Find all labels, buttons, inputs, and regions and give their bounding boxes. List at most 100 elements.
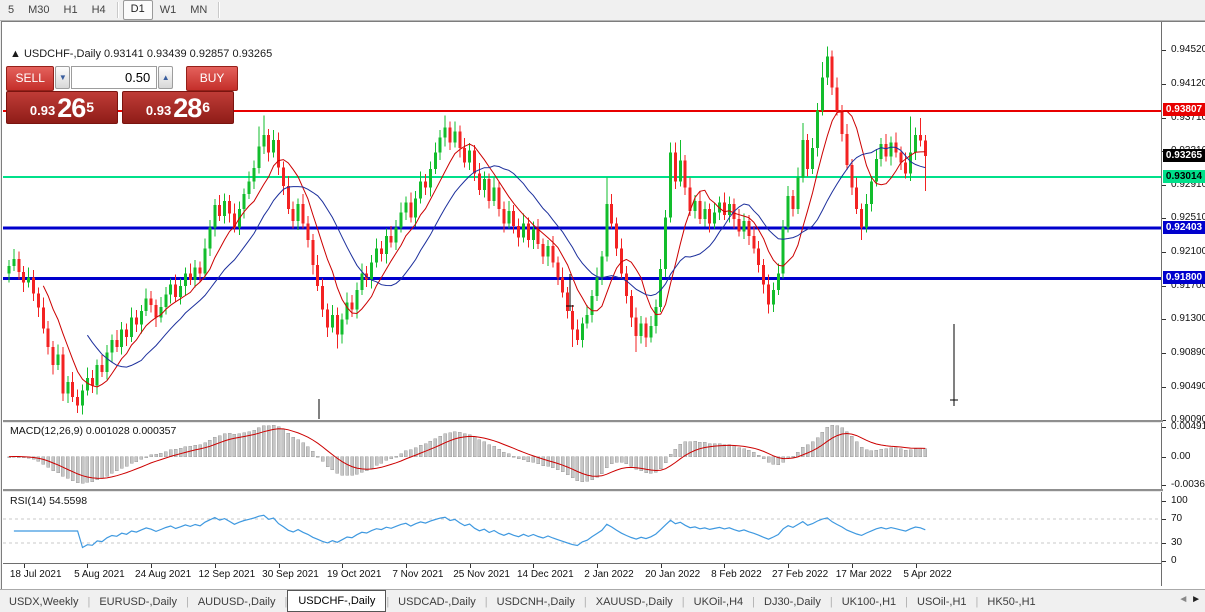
price-tick-label: 0.92100	[1171, 246, 1205, 258]
macd-histogram-bar	[703, 442, 707, 457]
chart-tab-hk50[interactable]: HK50-,H1	[987, 595, 1036, 608]
price-axis[interactable]: 0.945200.941200.937100.933100.929100.925…	[1161, 22, 1205, 586]
tab-scroll-left-icon[interactable]: ◄	[1178, 594, 1189, 605]
timeframe-button-h4[interactable]: H4	[91, 4, 106, 16]
collapse-panel-icon[interactable]: ▲	[10, 48, 21, 60]
macd-chart[interactable]	[3, 422, 1163, 489]
chart-tab-uk100[interactable]: UK100-,H1	[841, 595, 897, 608]
macd-histogram-bar	[487, 444, 491, 457]
macd-histogram-bar	[761, 456, 766, 459]
macd-histogram-bar	[110, 456, 114, 474]
chart-tab-audusd[interactable]: AUDUSD-,Daily	[197, 595, 276, 608]
date-tick	[851, 564, 853, 568]
candle-down	[134, 317, 138, 325]
candle-up	[272, 139, 276, 153]
candlestick-chart[interactable]	[3, 23, 1163, 420]
chart-ohlc-values: 0.93141 0.93439 0.92857 0.93265	[104, 48, 273, 60]
timeframe-button-d1[interactable]: D1	[122, 0, 153, 20]
chart-tab-usdchf[interactable]: USDCHF-,Daily	[287, 589, 387, 612]
chart-tab-usdcad[interactable]: USDCAD-,Daily	[398, 595, 476, 608]
candle-down	[556, 262, 560, 278]
candle-down	[321, 285, 325, 310]
chart-tab-xauusd[interactable]: XAUUSD-,Daily	[595, 595, 673, 608]
date-axis[interactable]: 18 Jul 2021 5 Aug 2021 24 Aug 2021 12 Sep 2…	[3, 563, 1163, 588]
candle-up	[223, 200, 227, 216]
tab-scroll-right-icon[interactable]: ►	[1191, 594, 1201, 605]
volume-input[interactable]	[71, 66, 158, 89]
candle-down	[502, 209, 506, 224]
chart-tab-eurusd[interactable]: EURUSD-,Daily	[99, 595, 177, 608]
date-tick-label: 8 Feb 2022	[711, 569, 762, 580]
sell-button[interactable]: SELL	[6, 66, 55, 91]
sell-price-display[interactable]: 0.93 26 5	[6, 91, 118, 124]
timeframe-button-mn[interactable]: MN	[190, 4, 208, 16]
macd-histogram-bar	[546, 456, 550, 467]
chart-tab-dj30[interactable]: DJ30-,Daily	[764, 595, 821, 608]
candle-down	[708, 209, 712, 224]
macd-histogram-bar	[90, 456, 95, 482]
macd-histogram-bar	[737, 447, 741, 457]
buy-button[interactable]: BUY	[186, 66, 238, 91]
macd-histogram-bar	[835, 425, 839, 457]
macd-histogram-bar	[266, 425, 271, 457]
candle-down	[575, 329, 579, 341]
timeframe-button-m30[interactable]: M30	[28, 4, 50, 16]
macd-histogram-bar	[374, 456, 379, 466]
timeframe-button-5[interactable]: 5	[8, 4, 15, 16]
candle-up	[438, 137, 442, 153]
candle-up	[169, 284, 173, 295]
panel-splitter[interactable]	[3, 420, 1163, 423]
macd-histogram-bar	[262, 425, 266, 457]
panel-splitter-2[interactable]	[3, 489, 1163, 492]
buy-price-display[interactable]: 0.93 28 6	[122, 91, 234, 124]
axis-tick	[1162, 83, 1166, 85]
candle-up	[183, 273, 187, 286]
chart-tab-usdcnh[interactable]: USDCNH-,Daily	[496, 595, 575, 608]
volume-decrease-button[interactable]: ▼	[55, 66, 71, 89]
volume-increase-button[interactable]: ▲	[158, 66, 174, 89]
axis-tick	[1162, 285, 1166, 287]
macd-histogram-bar	[134, 456, 139, 462]
date-tick	[278, 564, 280, 568]
axis-tick	[1162, 485, 1166, 486]
chart-tab-ukoil[interactable]: UKOil-,H4	[693, 595, 744, 608]
chart-tab-usoil[interactable]: USOil-,H1	[917, 595, 967, 608]
candle-down	[566, 292, 570, 311]
chart-tab-usdx[interactable]: USDX,Weekly	[9, 595, 79, 608]
macd-histogram-bar	[874, 450, 879, 457]
macd-histogram-bar	[693, 440, 697, 457]
candle-up	[443, 127, 447, 138]
candle-up	[164, 294, 168, 307]
macd-histogram-bar	[222, 433, 227, 457]
candle-up	[179, 285, 182, 297]
macd-histogram-bar	[658, 456, 663, 470]
macd-histogram-bar	[859, 446, 864, 457]
macd-histogram-bar	[115, 456, 119, 472]
candle-up	[262, 134, 266, 147]
candle-down	[673, 152, 677, 182]
macd-histogram-bar	[707, 443, 712, 457]
candle-up	[360, 273, 364, 291]
timeframe-button-w1[interactable]: W1	[159, 4, 177, 16]
candle-up	[742, 220, 746, 232]
candle-up	[482, 179, 486, 190]
macd-histogram-bar	[252, 429, 256, 457]
macd-histogram-bar	[227, 433, 232, 457]
date-tick-label: 20 Jan 2022	[645, 569, 701, 580]
date-tick-label: 30 Sep 2021	[262, 569, 319, 580]
candle-down	[115, 340, 119, 347]
timeframe-button-h1[interactable]: H1	[63, 4, 78, 16]
candle-up	[879, 144, 883, 160]
macd-histogram-bar	[796, 452, 800, 457]
price-level-badge: 0.93014	[1163, 169, 1205, 183]
candle-up	[678, 160, 682, 182]
date-tick	[788, 564, 790, 568]
date-tick	[151, 564, 153, 568]
rsi-chart[interactable]	[3, 491, 1163, 563]
macd-histogram-bar	[879, 448, 883, 457]
macd-histogram-bar	[634, 456, 638, 470]
macd-histogram-bar	[609, 456, 614, 464]
macd-histogram-bar	[404, 450, 408, 457]
date-tick	[405, 564, 407, 568]
